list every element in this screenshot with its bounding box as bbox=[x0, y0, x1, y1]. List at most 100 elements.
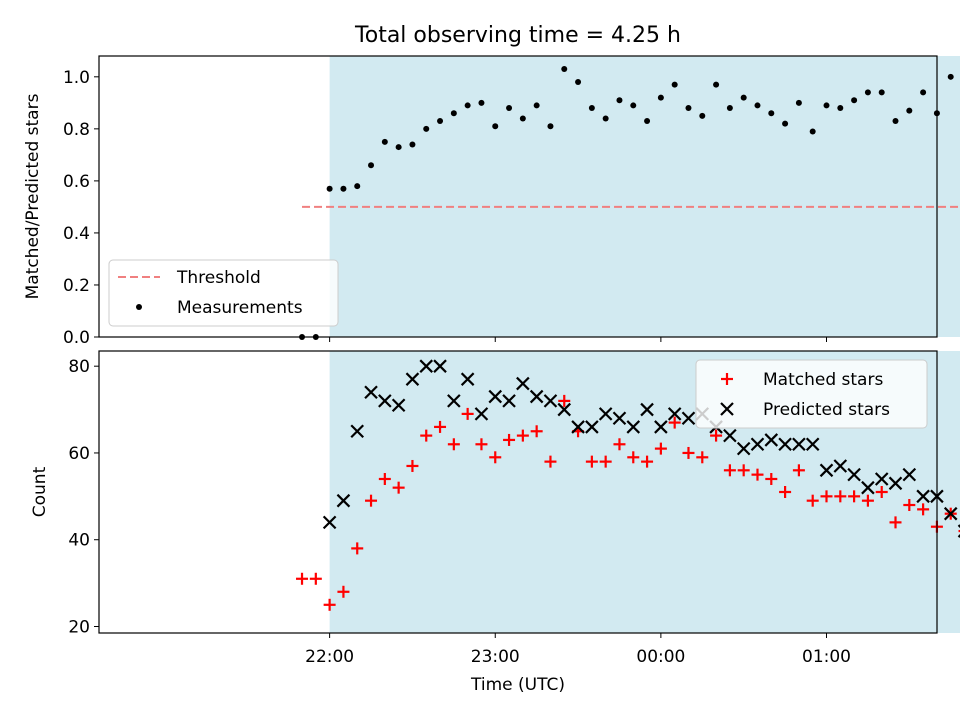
predicted-star-point bbox=[378, 394, 392, 408]
predicted-star-point bbox=[667, 407, 682, 421]
measurement-point bbox=[616, 97, 623, 104]
matched-star-point bbox=[627, 451, 640, 464]
predicted-star-point bbox=[847, 467, 861, 482]
matched-star-point bbox=[723, 464, 736, 477]
matched-star-point bbox=[889, 516, 902, 529]
measurement-point bbox=[326, 185, 333, 192]
bottom-x-tick-label: 23:00 bbox=[471, 647, 520, 667]
measurement-point bbox=[740, 94, 747, 101]
measurement-point bbox=[409, 141, 416, 148]
legend-matched-glyph bbox=[721, 373, 733, 385]
legend-matched-label: Matched stars bbox=[763, 370, 883, 390]
predicted-star-point bbox=[681, 411, 696, 426]
legend-threshold-label: Threshold bbox=[176, 268, 261, 288]
observing-window-top bbox=[329, 56, 960, 337]
predicted-star-point bbox=[861, 480, 875, 495]
measurement-point bbox=[947, 73, 954, 80]
bottom-axes-frame bbox=[98, 350, 938, 634]
matched-star-point bbox=[917, 503, 930, 516]
bottom-legend: Matched stars Predicted stars bbox=[695, 359, 928, 429]
legend-predicted-label: Predicted stars bbox=[763, 400, 890, 420]
predicted-star-point bbox=[433, 359, 447, 373]
predicted-star-point bbox=[529, 389, 544, 404]
predicted-star-point bbox=[350, 424, 365, 439]
matched-star-point bbox=[296, 572, 309, 585]
predicted-star-point bbox=[336, 493, 351, 508]
predicted-star-point bbox=[874, 472, 889, 486]
predicted-star-point bbox=[364, 385, 378, 399]
predicted-star-point bbox=[736, 441, 751, 456]
matched-star-point bbox=[737, 464, 750, 477]
matched-star-point bbox=[351, 542, 364, 555]
predicted-star-point bbox=[543, 394, 558, 408]
matched-star-point bbox=[447, 438, 460, 451]
top-y-tick-label: 1.0 bbox=[63, 68, 90, 88]
bottom-y-tick-label: 60 bbox=[68, 444, 90, 464]
predicted-star-point bbox=[626, 420, 641, 434]
matched-star-point bbox=[475, 438, 488, 451]
bottom-legend-box bbox=[695, 359, 928, 429]
top-ticks: 0.0 0.2 0.4 0.6 0.8 1.0 bbox=[63, 68, 827, 348]
top-y-tick-label: 0.0 bbox=[63, 328, 90, 348]
measurement-point bbox=[478, 99, 485, 106]
measurement-point bbox=[644, 118, 651, 125]
measurement-point bbox=[423, 125, 430, 132]
matched-star-point bbox=[489, 451, 502, 464]
matched-star-point bbox=[378, 472, 391, 485]
matched-star-point bbox=[848, 490, 861, 503]
measurement-point bbox=[795, 99, 802, 106]
matched-star-point bbox=[613, 438, 626, 451]
x-axis-label: Time (UTC) bbox=[470, 675, 565, 695]
measurement-point bbox=[354, 183, 361, 190]
measurement-point bbox=[575, 79, 582, 86]
bottom-x-tick-label: 00:00 bbox=[636, 647, 685, 667]
matched-star-point bbox=[434, 420, 447, 433]
matched-star-point bbox=[792, 464, 805, 477]
top-panel: 0.0 0.2 0.4 0.6 0.8 1.0 Matched/Predicted sta… bbox=[23, 55, 960, 348]
bottom-y-tick-label: 40 bbox=[68, 531, 90, 551]
matched-star-point bbox=[503, 433, 516, 446]
measurement-point bbox=[726, 105, 733, 112]
predicted-star-point bbox=[612, 411, 627, 426]
matched-star-point bbox=[392, 481, 405, 494]
predicted-star-point bbox=[447, 394, 461, 408]
matched-star-point bbox=[599, 455, 612, 468]
measurement-point bbox=[492, 123, 499, 130]
measurement-point bbox=[823, 102, 830, 109]
measurement-point bbox=[768, 110, 775, 117]
predicted-star-point bbox=[902, 467, 917, 482]
predicted-star-point bbox=[502, 394, 516, 408]
measurement-point bbox=[506, 105, 513, 112]
measurement-point bbox=[906, 107, 913, 114]
measurement-point bbox=[754, 102, 761, 109]
top-legend-box bbox=[108, 259, 339, 327]
predicted-star-point bbox=[405, 372, 420, 386]
matched-star-point bbox=[406, 459, 419, 472]
matched-star-point bbox=[779, 486, 792, 498]
predicted-star-point bbox=[654, 420, 668, 434]
bottom-y-tick-label: 80 bbox=[68, 357, 90, 377]
predicted-star-point bbox=[516, 376, 530, 391]
matched-star-point bbox=[558, 394, 571, 407]
matched-star-point bbox=[861, 494, 874, 507]
measurement-point bbox=[699, 112, 706, 119]
measurement-point bbox=[713, 81, 720, 88]
predicted-star-point bbox=[419, 359, 434, 373]
predicted-star-point bbox=[391, 398, 406, 413]
predicted-star-point bbox=[488, 389, 503, 404]
legend-measurements-marker bbox=[136, 304, 142, 310]
matched-star-point bbox=[710, 429, 723, 442]
top-y-tick-label: 0.2 bbox=[63, 276, 90, 296]
matched-star-point bbox=[544, 455, 557, 468]
predicted-star-point bbox=[888, 476, 903, 491]
bottom-y-tick-label: 20 bbox=[68, 617, 90, 637]
matched-star-point bbox=[654, 442, 667, 455]
legend-predicted-glyph bbox=[720, 402, 734, 416]
bottom-y-axis-label: Count bbox=[30, 466, 50, 517]
predicted-star-point bbox=[943, 506, 958, 521]
matched-star-point bbox=[309, 572, 322, 585]
legend-measurements-label: Measurements bbox=[177, 298, 303, 318]
predicted-star-point bbox=[819, 463, 834, 478]
top-y-tick-label: 0.8 bbox=[63, 120, 90, 140]
